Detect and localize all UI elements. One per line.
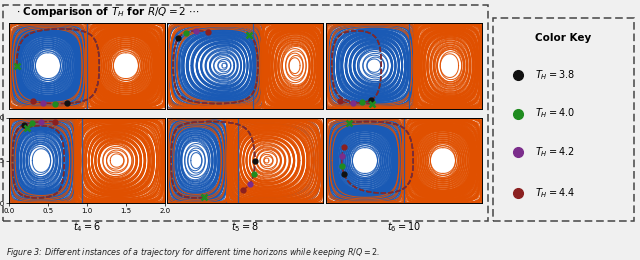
Text: $T_H = 4.0$: $T_H = 4.0$ <box>535 107 575 120</box>
Text: $t_4 = 6$: $t_4 = 6$ <box>73 220 101 235</box>
Text: $t_6 = 10$: $t_6 = 10$ <box>387 220 421 235</box>
Text: $t_5 = 8$: $t_5 = 8$ <box>232 220 259 235</box>
Text: $T_H = 3.8$: $T_H = 3.8$ <box>535 68 575 82</box>
Text: Figure 3: Different instances of a trajectory for different time horizons while : Figure 3: Different instances of a traje… <box>6 246 380 259</box>
Text: $t_1 = 0$: $t_1 = 0$ <box>73 122 101 136</box>
Text: $T_H = 4.2$: $T_H = 4.2$ <box>535 145 575 159</box>
Text: $T_H = 4.4$: $T_H = 4.4$ <box>535 186 575 199</box>
Text: $t_3 = 4$: $t_3 = 4$ <box>390 122 418 136</box>
Text: $t_2 = 2$: $t_2 = 2$ <box>232 122 259 136</box>
Text: $\cdot$ Comparison of $T_H$ for $R/Q = 2\ \cdots$: $\cdot$ Comparison of $T_H$ for $R/Q = 2… <box>16 5 200 19</box>
Text: Color Key: Color Key <box>535 34 591 43</box>
